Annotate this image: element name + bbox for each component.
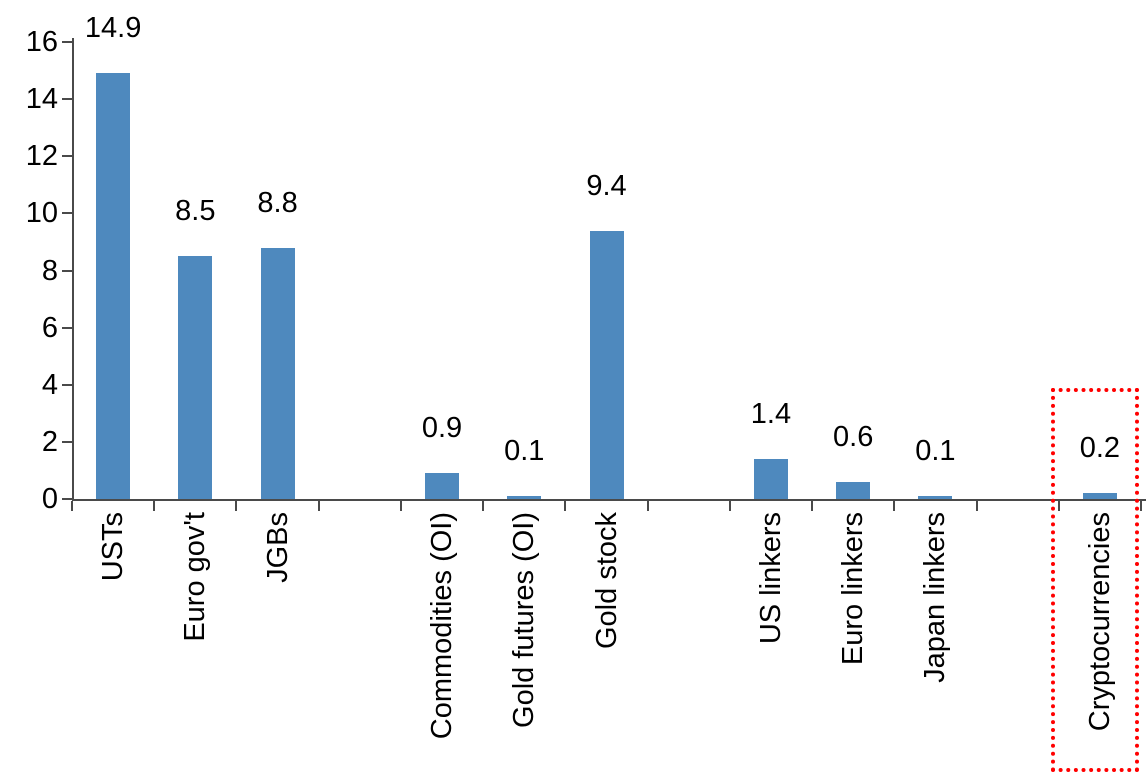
- y-axis-tick: [62, 383, 72, 386]
- y-axis-tick-label: 8: [41, 254, 58, 287]
- bar-euro-gov-t: [178, 256, 213, 499]
- y-axis-tick: [62, 498, 72, 500]
- y-axis-tick-label: 2: [41, 425, 58, 458]
- x-axis-category-label: Euro linkers: [837, 512, 870, 666]
- y-axis-tick: [62, 41, 72, 43]
- y-axis-tick: [62, 98, 72, 101]
- y-axis-tick-label: 6: [41, 311, 58, 344]
- x-axis-tick: [71, 501, 73, 511]
- x-axis-category-label: Euro gov't: [179, 512, 212, 642]
- bar-gold-futures-oi: [507, 496, 542, 499]
- bar-japan-linkers: [918, 496, 953, 499]
- x-axis-category-label: Commodities (OI): [426, 512, 459, 740]
- bar-us-linkers: [753, 459, 788, 499]
- bar-commodities-oi: [425, 473, 460, 499]
- y-axis-tick: [62, 326, 72, 329]
- x-axis-category-label: Gold futures (OI): [508, 512, 541, 728]
- x-axis-line: [72, 499, 1146, 501]
- y-axis-tick-label: 16: [25, 26, 58, 58]
- bar-value-label: 14.9: [84, 12, 142, 45]
- bar-value-label: 0.2: [1079, 432, 1121, 465]
- x-axis-tick: [1057, 501, 1060, 511]
- bar-euro-linkers: [836, 481, 871, 499]
- bar-value-label: 9.4: [586, 169, 627, 202]
- x-axis-tick: [482, 501, 485, 511]
- x-axis-tick: [399, 501, 402, 511]
- x-axis-tick: [317, 501, 320, 511]
- x-axis-category-label: JGBs: [261, 512, 294, 583]
- x-axis-tick: [153, 501, 156, 511]
- bar-usts: [96, 73, 131, 499]
- x-axis-category-label: Gold stock: [590, 512, 623, 649]
- x-axis-tick: [564, 501, 567, 511]
- bar-value-label: 1.4: [750, 398, 792, 430]
- x-axis-category-label: USTs: [97, 512, 130, 582]
- bar-value-label: 8.8: [257, 186, 298, 219]
- y-axis-line: [72, 38, 74, 500]
- y-axis-tick: [62, 440, 72, 443]
- bar-value-label: 0.1: [504, 435, 545, 468]
- bar-value-label: 0.1: [915, 435, 956, 468]
- x-axis-tick: [1140, 501, 1142, 511]
- y-axis-tick: [62, 212, 72, 215]
- y-axis-tick-label: 0: [41, 483, 58, 515]
- y-axis-tick-label: 10: [25, 197, 58, 230]
- bar-value-label: 8.5: [175, 195, 216, 228]
- x-axis-tick: [811, 501, 814, 511]
- bar-value-label: 0.9: [421, 412, 463, 445]
- x-axis-tick: [975, 501, 978, 511]
- y-axis-tick: [62, 155, 72, 158]
- y-axis-tick: [62, 269, 72, 272]
- x-axis-tick: [893, 501, 896, 511]
- bar-cryptocurrencies: [1082, 493, 1117, 499]
- x-axis-tick: [235, 501, 238, 511]
- bar-value-label: 0.6: [833, 420, 874, 453]
- x-axis-tick: [728, 501, 731, 511]
- y-axis-tick-label: 14: [25, 83, 58, 116]
- x-axis-category-label: US linkers: [754, 512, 787, 645]
- x-axis-category-label: Japan linkers: [919, 512, 952, 683]
- y-axis-tick-label: 4: [41, 368, 58, 401]
- x-axis-tick: [646, 501, 649, 511]
- highlight-box: [1050, 388, 1139, 772]
- bar-jgbs: [260, 247, 295, 499]
- y-axis-tick-label: 12: [25, 140, 58, 173]
- bar-gold-stock: [589, 230, 624, 499]
